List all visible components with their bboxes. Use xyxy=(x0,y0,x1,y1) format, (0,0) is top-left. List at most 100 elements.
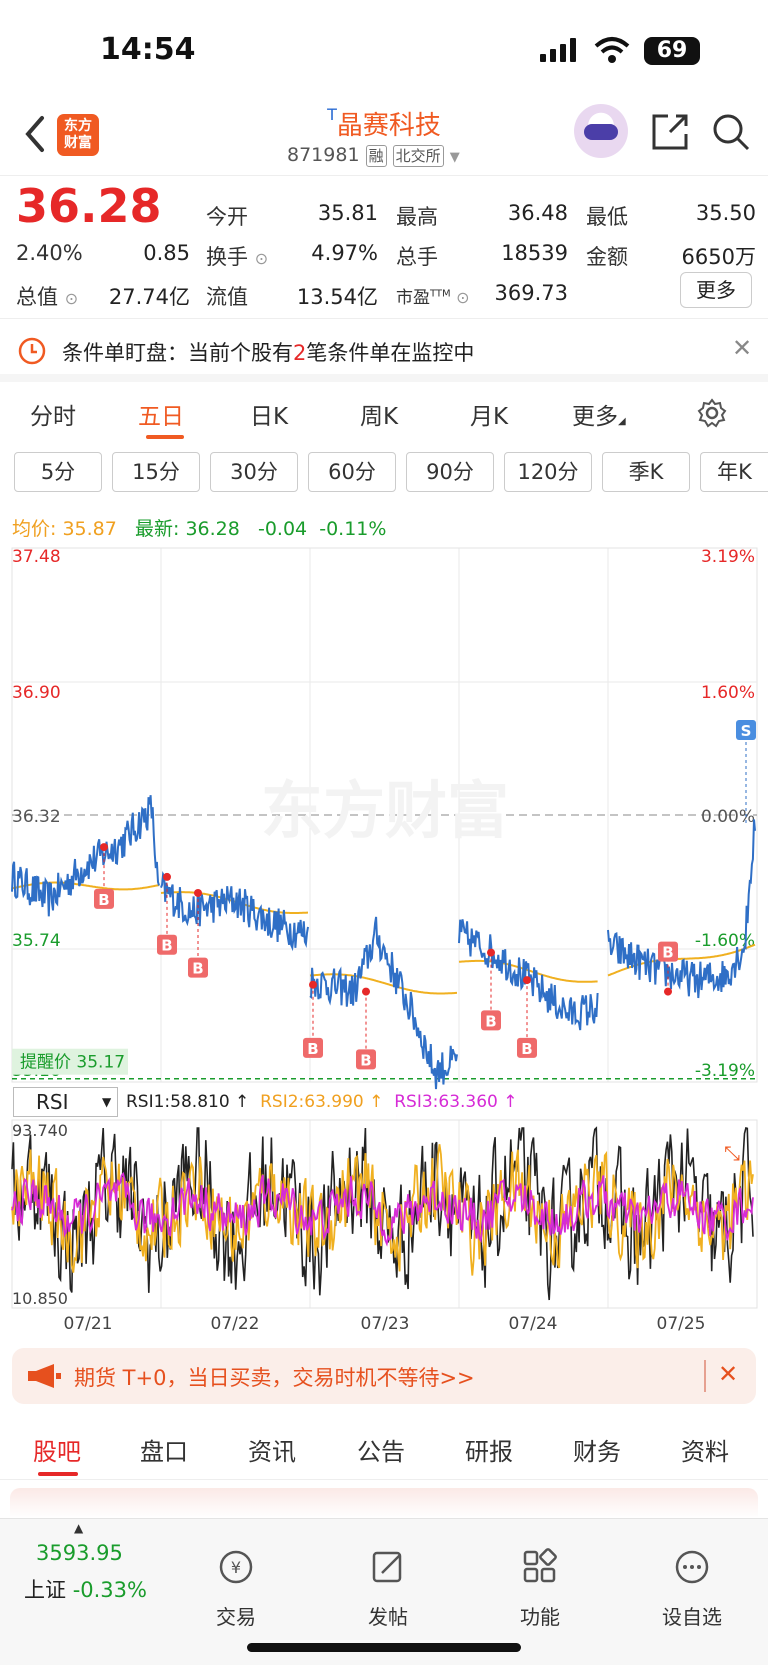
price-line xyxy=(309,916,458,1090)
volume-label: 总手 xyxy=(396,245,438,269)
app-logo: 东方 财富 xyxy=(57,114,99,156)
back-icon[interactable] xyxy=(20,114,50,154)
megaphone-icon xyxy=(28,1364,61,1388)
index-value[interactable]: 3593.95 xyxy=(36,1541,123,1565)
pill-year-k[interactable]: 年K xyxy=(700,452,768,492)
x-axis-label: 07/22 xyxy=(211,1314,260,1334)
active-tab-indicator xyxy=(146,435,184,439)
tab-intraday[interactable]: 分时 xyxy=(30,404,76,430)
chart-period-tabs: 分时 五日 日K 周K 月K 更多◢ xyxy=(0,382,768,442)
nav-bar: 东方 财富 T晶赛科技 871981 融 北交所 ▼ xyxy=(0,100,768,176)
add-watchlist-label[interactable]: 设自选 xyxy=(662,1605,722,1629)
sell-marker xyxy=(736,720,756,740)
tab-five-day[interactable]: 五日 xyxy=(138,404,184,430)
pill-120min[interactable]: 120分 xyxy=(504,452,592,492)
expand-icon[interactable]: ⤡ xyxy=(724,1141,740,1165)
buy-marker xyxy=(303,1037,323,1058)
exchange-tag: 北交所 xyxy=(392,145,444,167)
tab-profile[interactable]: 资料 xyxy=(681,1438,729,1466)
buy-marker xyxy=(481,1010,501,1031)
marker-dot xyxy=(487,948,495,957)
current-price: 36.28 xyxy=(16,179,162,233)
active-tab-indicator xyxy=(38,1472,78,1476)
y-axis-label: 35.74 xyxy=(12,931,61,951)
tab-research[interactable]: 研报 xyxy=(465,1438,513,1466)
chart-legend: 均价: 35.87 最新: 36.28 -0.04 -0.11% xyxy=(12,518,387,540)
stock-name: 晶赛科技 xyxy=(336,111,441,141)
buy-marker-label: B xyxy=(161,937,172,955)
stock-title[interactable]: T晶赛科技 xyxy=(0,105,768,142)
buy-marker-label: B xyxy=(360,1051,371,1069)
caret-up-icon: ▲ xyxy=(74,1521,84,1535)
futures-banner[interactable]: 期货 T+0，当日买卖，交易时机不等待>> ✕ xyxy=(12,1348,756,1404)
assistant-avatar[interactable] xyxy=(574,104,628,158)
apps-icon[interactable] xyxy=(520,1547,560,1587)
caret-down-icon: ▼ xyxy=(449,150,460,165)
condition-order-bar[interactable]: 条件单盯盘：当前个股有2笔条件单在监控中 ✕ xyxy=(0,320,768,382)
gear-icon[interactable] xyxy=(697,398,727,428)
info-icon: ⊙ xyxy=(64,289,79,308)
x-axis-label: 07/23 xyxy=(361,1314,410,1334)
marker-dot xyxy=(163,872,171,881)
buy-marker-label: B xyxy=(192,960,203,978)
condition-order-text: 条件单盯盘：当前个股有2笔条件单在监控中 xyxy=(62,341,475,365)
more-dots-icon[interactable] xyxy=(672,1547,712,1587)
banner-text: 期货 T+0，当日买卖，交易时机不等待>> xyxy=(74,1366,475,1390)
forum-preview-strip xyxy=(10,1488,758,1518)
y-axis-pct-label: -1.60% xyxy=(695,931,755,951)
change-amount: 0.85 xyxy=(143,241,190,265)
compose-icon[interactable] xyxy=(368,1547,408,1587)
buy-marker xyxy=(517,1037,537,1058)
more-button[interactable]: 更多 xyxy=(680,272,752,308)
stock-code-line[interactable]: 871981 融 北交所 ▼ xyxy=(287,144,460,167)
search-icon[interactable] xyxy=(711,112,751,152)
pill-60min[interactable]: 60分 xyxy=(308,452,396,492)
five-day-chart[interactable]: 东方财富37.4836.9036.3235.7435.163.19%1.60%0… xyxy=(0,540,768,1340)
buy-marker xyxy=(658,941,678,962)
index-change[interactable]: 上证 -0.33% xyxy=(24,1578,147,1602)
high-label: 最高 xyxy=(396,205,438,229)
tab-forum[interactable]: 股吧 xyxy=(33,1438,81,1466)
y-axis-pct-label: -3.19% xyxy=(695,1061,755,1081)
status-time: 14:54 xyxy=(100,32,196,67)
price-line xyxy=(160,871,309,952)
marker-dot xyxy=(194,888,202,897)
amount-value: 6650万 xyxy=(681,245,756,269)
svg-text:¥: ¥ xyxy=(231,1558,241,1577)
indicator-select[interactable]: RSI ▼ xyxy=(13,1087,118,1117)
open-label: 今开 xyxy=(206,205,248,229)
rsi3-line xyxy=(11,1171,754,1247)
pill-30min[interactable]: 30分 xyxy=(210,452,298,492)
trade-icon[interactable]: ¥ xyxy=(216,1547,256,1587)
tab-weekly-k[interactable]: 周K xyxy=(360,404,399,430)
float-value: 13.54亿 xyxy=(296,285,378,309)
margin-tag: 融 xyxy=(365,145,387,167)
battery-icon: 69 xyxy=(644,37,700,65)
pill-15min[interactable]: 15分 xyxy=(112,452,200,492)
rsi-min-label: 10.850 xyxy=(12,1289,68,1308)
marker-dot xyxy=(664,987,672,996)
tab-monthly-k[interactable]: 月K xyxy=(470,404,509,430)
tab-news[interactable]: 资讯 xyxy=(248,1438,296,1466)
tab-orderbook[interactable]: 盘口 xyxy=(140,1438,188,1466)
post-label[interactable]: 发帖 xyxy=(368,1605,408,1629)
pill-5min[interactable]: 5分 xyxy=(14,452,102,492)
pill-90min[interactable]: 90分 xyxy=(406,452,494,492)
close-icon[interactable]: ✕ xyxy=(732,334,753,362)
tab-financials[interactable]: 财务 xyxy=(573,1438,621,1466)
amount-label: 金额 xyxy=(586,245,628,269)
tab-more[interactable]: 更多◢ xyxy=(572,404,626,430)
trade-label[interactable]: 交易 xyxy=(216,1605,256,1629)
interval-pills: 5分 15分 30分 60分 90分 120分 季K 年K xyxy=(0,452,768,496)
tab-announcements[interactable]: 公告 xyxy=(357,1438,405,1466)
y-axis-label: 36.32 xyxy=(12,807,61,827)
pill-quarter-k[interactable]: 季K xyxy=(602,452,690,492)
close-icon[interactable]: ✕ xyxy=(718,1360,739,1388)
signal-icon xyxy=(540,38,576,62)
functions-label[interactable]: 功能 xyxy=(520,1605,560,1629)
content-tabs: 股吧 盘口 资讯 公告 研报 财务 资料 xyxy=(0,1420,768,1480)
share-icon[interactable] xyxy=(650,112,690,152)
x-axis-label: 07/24 xyxy=(509,1314,558,1334)
pe-label: 市盈TTM ⊙ xyxy=(396,288,470,308)
tab-daily-k[interactable]: 日K xyxy=(250,404,289,430)
